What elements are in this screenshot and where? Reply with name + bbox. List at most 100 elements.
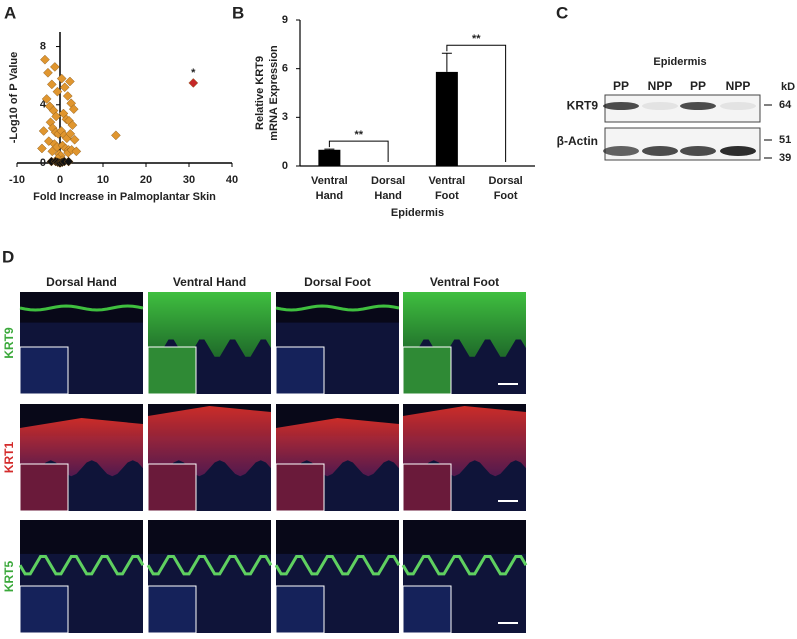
inset xyxy=(147,463,197,512)
panel-label: C xyxy=(556,3,568,22)
blot-band xyxy=(680,102,716,110)
y-axis-title: mRNA Expression xyxy=(268,45,280,141)
stain xyxy=(401,555,528,576)
error-bar xyxy=(441,52,452,72)
micrograph xyxy=(19,292,144,395)
point xyxy=(111,130,121,141)
micrograph xyxy=(147,404,271,512)
marker-label: 64 xyxy=(779,99,792,111)
marker-label: 39 xyxy=(779,152,791,164)
inset xyxy=(275,463,325,512)
micrograph xyxy=(146,520,273,634)
micrograph xyxy=(402,404,526,512)
point xyxy=(46,79,57,90)
inset xyxy=(19,346,69,395)
y-axis-title: Relative KRT9 xyxy=(254,56,266,130)
x-tick-label: Dorsal Foot xyxy=(489,175,523,202)
panel-label: D xyxy=(2,247,14,266)
micrograph xyxy=(401,520,528,634)
marker-unit: kD xyxy=(781,81,795,93)
lane-label: PP xyxy=(690,79,706,93)
stain xyxy=(275,304,400,312)
lane-label: NPP xyxy=(648,79,673,93)
y-tick-label: 8 xyxy=(40,40,46,52)
inset xyxy=(147,346,197,395)
point xyxy=(67,120,78,131)
point xyxy=(51,111,61,122)
stain xyxy=(20,418,143,477)
point xyxy=(56,73,67,84)
stain xyxy=(19,304,144,312)
point xyxy=(37,143,47,154)
y-tick-label: 0 xyxy=(282,160,288,172)
blot-title: Epidermis xyxy=(653,56,706,68)
inset xyxy=(402,585,452,634)
y-tick-label: 9 xyxy=(282,14,288,26)
x-axis-title: Fold Increase in Palmoplantar Skin xyxy=(33,191,216,203)
significance-bracket xyxy=(446,44,507,162)
point xyxy=(62,91,73,101)
stain xyxy=(146,555,273,576)
x-tick-label: Dorsal Hand xyxy=(371,175,405,202)
x-tick-label: 0 xyxy=(57,174,63,186)
bar xyxy=(318,149,341,166)
inset xyxy=(147,585,197,634)
point xyxy=(65,76,75,87)
point xyxy=(63,156,74,167)
row-label: KRT9 xyxy=(2,327,16,359)
x-tick-label: Ventral Foot xyxy=(429,175,466,202)
panel-label: A xyxy=(4,3,16,22)
stain xyxy=(148,292,271,357)
point xyxy=(68,104,79,114)
stain xyxy=(276,418,399,477)
point xyxy=(188,78,199,88)
x-tick-label: Ventral Hand xyxy=(311,175,348,202)
micrograph xyxy=(147,292,271,395)
y-tick-label: 0 xyxy=(40,157,46,169)
blot-band xyxy=(680,146,716,156)
column-label: Dorsal Foot xyxy=(304,275,371,289)
blot-band xyxy=(603,146,639,156)
inset xyxy=(19,463,69,512)
x-tick-label: 30 xyxy=(183,174,195,186)
inset xyxy=(19,585,69,634)
column-label: Ventral Foot xyxy=(430,275,499,289)
significance-label: ** xyxy=(472,33,481,45)
stain xyxy=(148,406,271,477)
point xyxy=(71,146,82,157)
stain xyxy=(274,555,401,576)
significance-bracket xyxy=(328,140,389,162)
lane-label: NPP xyxy=(726,79,751,93)
point xyxy=(47,146,58,157)
y-tick-label: 6 xyxy=(282,63,288,75)
x-axis-title: Epidermis xyxy=(391,207,444,219)
micrograph xyxy=(18,520,145,634)
x-tick-label: -10 xyxy=(9,174,25,186)
blot-band xyxy=(642,146,678,156)
blot-row-label: β-Actin xyxy=(557,134,598,148)
row-label: KRT1 xyxy=(2,442,16,474)
point xyxy=(43,67,53,78)
point xyxy=(52,86,63,97)
blot-band xyxy=(720,102,756,110)
panel-label: B xyxy=(232,3,244,22)
point xyxy=(41,94,52,104)
inset xyxy=(275,346,325,395)
y-tick-label: 4 xyxy=(40,99,47,111)
point xyxy=(65,129,76,139)
micrograph xyxy=(274,520,401,634)
point xyxy=(49,62,60,72)
micrograph xyxy=(402,292,526,395)
y-axis-title: -Log10 of P Value xyxy=(8,52,20,144)
micrograph xyxy=(19,404,143,512)
blot-band xyxy=(603,102,639,110)
error-bar xyxy=(324,148,335,150)
blot-band xyxy=(642,102,678,110)
y-tick-label: 3 xyxy=(282,111,288,123)
inset xyxy=(275,585,325,634)
x-tick-label: 40 xyxy=(226,174,238,186)
point xyxy=(69,134,80,145)
point xyxy=(40,54,50,65)
significance-label: ** xyxy=(354,129,363,141)
